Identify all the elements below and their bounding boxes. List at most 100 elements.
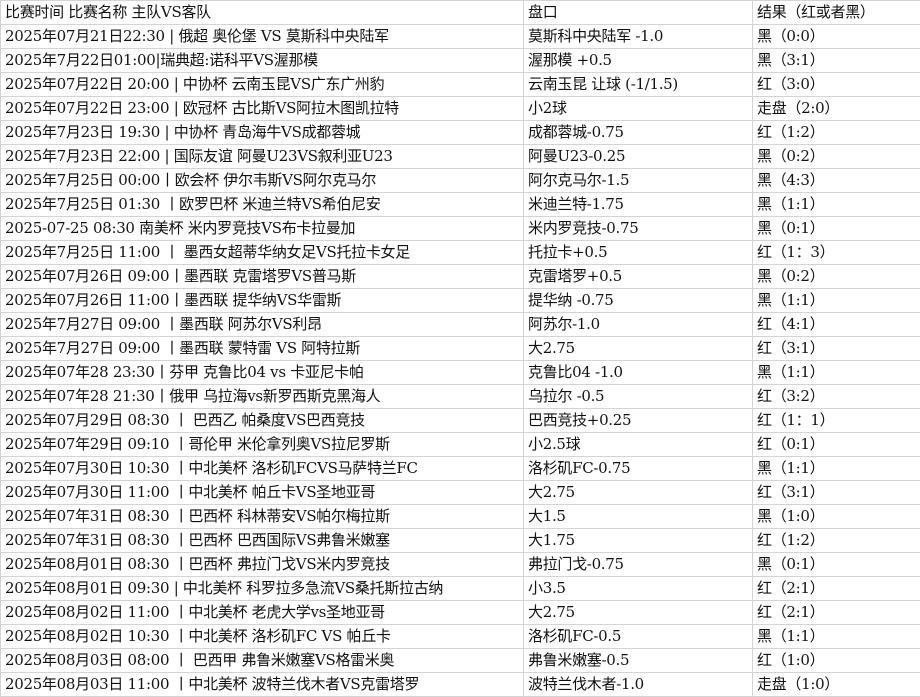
match-cell[interactable]: 2025年07月30日 10:30 丨中北美杯 洛杉矶FCVS马萨特兰FC: [0, 456, 524, 481]
header-cell-handicap[interactable]: 盘口: [523, 0, 753, 25]
match-cell[interactable]: 2025年08月01日 09:30 | 中北美杯 科罗拉多急流VS桑托斯拉古纳: [0, 576, 524, 601]
header-cell-result[interactable]: 结果（红或者黑）: [752, 0, 920, 25]
handicap-cell[interactable]: 波特兰伐木者-1.0: [523, 672, 753, 697]
handicap-cell[interactable]: 阿苏尔-1.0: [523, 312, 753, 337]
handicap-cell[interactable]: 云南玉昆 让球 (-1/1.5): [523, 72, 753, 97]
handicap-cell[interactable]: 巴西竞技+0.25: [523, 408, 753, 433]
table-row: 2025年07月21日22:30 | 俄超 奥伦堡 VS 莫斯科中央陆军 莫斯科中…: [0, 24, 920, 49]
handicap-cell[interactable]: 乌拉尔 -0.5: [523, 384, 753, 409]
table-row: 2025年07年29日 09:10 丨哥伦甲 米伦拿列奥VS拉尼罗斯 小2.5球红…: [0, 432, 920, 457]
result-cell[interactable]: 黑（3:1）: [752, 48, 920, 73]
handicap-cell[interactable]: 托拉卡+0.5: [523, 240, 753, 265]
result-cell[interactable]: 黑（1:1）: [752, 624, 920, 649]
handicap-cell[interactable]: 洛杉矶FC-0.75: [523, 456, 753, 481]
result-cell[interactable]: 红（1：1）: [752, 408, 920, 433]
handicap-cell[interactable]: 小2.5球: [523, 432, 753, 457]
match-cell[interactable]: 2025年7月25日 11:00 丨 墨西女超蒂华纳女足VS托拉卡女足: [0, 240, 524, 265]
result-cell[interactable]: 红（1:2）: [752, 120, 920, 145]
result-cell[interactable]: 红（3:2）: [752, 384, 920, 409]
match-cell[interactable]: 2025年07月29日 08:30 丨 巴西乙 帕桑度VS巴西竞技: [0, 408, 524, 433]
match-cell[interactable]: 2025年7月25日 01:30 丨欧罗巴杯 米迪兰特VS希伯尼安: [0, 192, 524, 217]
handicap-cell[interactable]: 小3.5: [523, 576, 753, 601]
result-cell[interactable]: 红（2:1）: [752, 600, 920, 625]
result-cell[interactable]: 黑（0:0）: [752, 24, 920, 49]
match-cell[interactable]: 2025年7月27日 09:00 丨墨西联 蒙特雷 VS 阿特拉斯: [0, 336, 524, 361]
table-row: 2025年7月23日 22:00 | 国际友谊 阿曼U23VS叙利亚U23 阿曼U…: [0, 144, 920, 169]
handicap-cell[interactable]: 提华纳 -0.75: [523, 288, 753, 313]
match-cell[interactable]: 2025年07月30日 11:00 丨中北美杯 帕丘卡VS圣地亚哥: [0, 480, 524, 505]
match-cell[interactable]: 2025年07年31日 08:30 丨巴西杯 巴西国际VS弗鲁米嫩塞: [0, 528, 524, 553]
handicap-cell[interactable]: 克雷塔罗+0.5: [523, 264, 753, 289]
handicap-cell[interactable]: 小2球: [523, 96, 753, 121]
handicap-cell[interactable]: 克鲁比04 -1.0: [523, 360, 753, 385]
table-row: 2025年07月22日 20:00 | 中协杯 云南玉昆VS广东广州豹 云南玉昆 …: [0, 72, 920, 97]
table-row: 2025年08月01日 09:30 | 中北美杯 科罗拉多急流VS桑托斯拉古纳小…: [0, 576, 920, 601]
match-cell[interactable]: 2025年08月03日 11:00 丨中北美杯 波特兰伐木者VS克雷塔罗: [0, 672, 524, 697]
match-cell[interactable]: 2025年07月22日 23:00 | 欧冠杯 古比斯VS阿拉木图凯拉特: [0, 96, 524, 121]
match-cell[interactable]: 2025年08月01日 08:30 丨巴西杯 弗拉门戈VS米内罗竞技: [0, 552, 524, 577]
handicap-cell[interactable]: 米内罗竞技-0.75: [523, 216, 753, 241]
match-cell[interactable]: 2025年07月26日 09:00丨墨西联 克雷塔罗VS普马斯: [0, 264, 524, 289]
table-row: 2025年07月30日 11:00 丨中北美杯 帕丘卡VS圣地亚哥 大2.75 红（…: [0, 480, 920, 505]
handicap-cell[interactable]: 大2.75: [523, 336, 753, 361]
table-row: 2025年7月22日01:00|瑞典超:诺科平VS渥那模 渥那模 +0.5 黑（3:…: [0, 48, 920, 73]
result-cell[interactable]: 红（3:1）: [752, 480, 920, 505]
result-cell[interactable]: 黑（1:1）: [752, 288, 920, 313]
result-cell[interactable]: 红（1:2）: [752, 528, 920, 553]
result-cell[interactable]: 黑（0:2）: [752, 144, 920, 169]
match-cell[interactable]: 2025年08月02日 10:30 丨中北美杯 洛杉矶FC VS 帕丘卡: [0, 624, 524, 649]
result-cell[interactable]: 黑（0:2）: [752, 264, 920, 289]
table-row: 2025年7月25日 00:00丨欧会杯 伊尔韦斯VS阿尔克马尔 阿尔克马尔-1.…: [0, 168, 920, 193]
handicap-cell[interactable]: 阿尔克马尔-1.5: [523, 168, 753, 193]
match-cell[interactable]: 2025年07月26日 11:00丨墨西联 提华纳VS华雷斯: [0, 288, 524, 313]
handicap-cell[interactable]: 渥那模 +0.5: [523, 48, 753, 73]
result-cell[interactable]: 黑（1:0）: [752, 504, 920, 529]
handicap-cell[interactable]: 米迪兰特-1.75: [523, 192, 753, 217]
handicap-cell[interactable]: 大2.75: [523, 600, 753, 625]
result-cell[interactable]: 红（2:1）: [752, 576, 920, 601]
result-cell[interactable]: 红（3:0）: [752, 72, 920, 97]
result-cell[interactable]: 黑（0:1）: [752, 216, 920, 241]
match-cell[interactable]: 2025-07-25 08:30 南美杯 米内罗竞技VS布卡拉曼加: [0, 216, 524, 241]
result-cell[interactable]: 走盘（1:0）: [752, 672, 920, 697]
match-cell[interactable]: 2025年07年28 21:30丨俄甲 乌拉海vs新罗西斯克黑海人: [0, 384, 524, 409]
result-cell[interactable]: 黑（1:1）: [752, 456, 920, 481]
result-cell[interactable]: 红（1：3）: [752, 240, 920, 265]
result-cell[interactable]: 黑（1:1）: [752, 360, 920, 385]
match-cell[interactable]: 2025年7月25日 00:00丨欧会杯 伊尔韦斯VS阿尔克马尔: [0, 168, 524, 193]
header-cell-match[interactable]: 比赛时间 比赛名称 主队VS客队: [0, 0, 524, 25]
match-cell[interactable]: 2025年08月02日 11:00 丨中北美杯 老虎大学vs圣地亚哥: [0, 600, 524, 625]
handicap-cell[interactable]: 莫斯科中央陆军 -1.0: [523, 24, 753, 49]
table-row: 2025年07年31日 08:30 丨巴西杯 巴西国际VS弗鲁米嫩塞 大1.75 红…: [0, 528, 920, 553]
match-cell[interactable]: 2025年7月23日 22:00 | 国际友谊 阿曼U23VS叙利亚U23: [0, 144, 524, 169]
result-cell[interactable]: 黑（4:3）: [752, 168, 920, 193]
handicap-cell[interactable]: 大2.75: [523, 480, 753, 505]
result-cell[interactable]: 红（1:0）: [752, 648, 920, 673]
match-cell[interactable]: 2025年7月23日 19:30 | 中协杯 青岛海牛VS成都蓉城: [0, 120, 524, 145]
result-cell[interactable]: 黑（1:1）: [752, 192, 920, 217]
handicap-cell[interactable]: 成都蓉城-0.75: [523, 120, 753, 145]
match-cell[interactable]: 2025年07月22日 20:00 | 中协杯 云南玉昆VS广东广州豹: [0, 72, 524, 97]
table-row: 2025年08月02日 10:30 丨中北美杯 洛杉矶FC VS 帕丘卡 洛杉矶F…: [0, 624, 920, 649]
match-cell[interactable]: 2025年7月27日 09:00 丨墨西联 阿苏尔VS利昂: [0, 312, 524, 337]
match-cell[interactable]: 2025年07年29日 09:10 丨哥伦甲 米伦拿列奥VS拉尼罗斯: [0, 432, 524, 457]
handicap-cell[interactable]: 洛杉矶FC-0.5: [523, 624, 753, 649]
match-cell[interactable]: 2025年7月22日01:00|瑞典超:诺科平VS渥那模: [0, 48, 524, 73]
match-cell[interactable]: 2025年07月21日22:30 | 俄超 奥伦堡 VS 莫斯科中央陆军: [0, 24, 524, 49]
match-cell[interactable]: 2025年07年28 23:30丨芬甲 克鲁比04 vs 卡亚尼卡帕: [0, 360, 524, 385]
table-row: 2025年07月26日 09:00丨墨西联 克雷塔罗VS普马斯 克雷塔罗+0.5 黑…: [0, 264, 920, 289]
match-cell[interactable]: 2025年08月03日 08:00 丨 巴西甲 弗鲁米嫩塞VS格雷米奥: [0, 648, 524, 673]
table-row: 2025年07月29日 08:30 丨 巴西乙 帕桑度VS巴西竞技 巴西竞技+0.…: [0, 408, 920, 433]
handicap-cell[interactable]: 阿曼U23-0.25: [523, 144, 753, 169]
handicap-cell[interactable]: 大1.5: [523, 504, 753, 529]
handicap-cell[interactable]: 大1.75: [523, 528, 753, 553]
match-cell[interactable]: 2025年07年31日 08:30 丨巴西杯 科林蒂安VS帕尔梅拉斯: [0, 504, 524, 529]
result-cell[interactable]: 红（0:1）: [752, 432, 920, 457]
result-cell[interactable]: 黑（0:1）: [752, 552, 920, 577]
result-cell[interactable]: 走盘（2:0）: [752, 96, 920, 121]
result-cell[interactable]: 红（3:1）: [752, 336, 920, 361]
result-cell[interactable]: 红（4:1）: [752, 312, 920, 337]
handicap-cell[interactable]: 弗鲁米嫩塞-0.5: [523, 648, 753, 673]
handicap-cell[interactable]: 弗拉门戈-0.75: [523, 552, 753, 577]
